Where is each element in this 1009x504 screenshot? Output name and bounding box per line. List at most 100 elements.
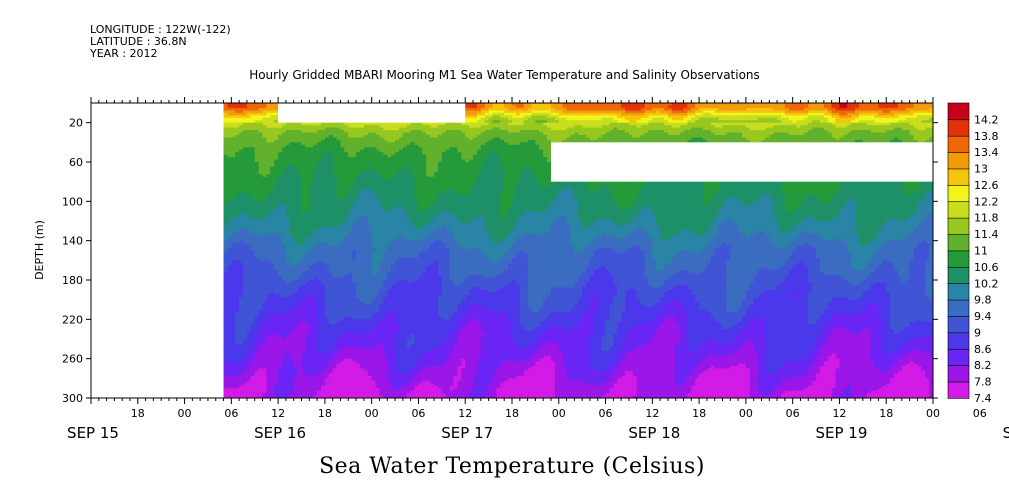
heatmap-cell [285, 294, 291, 298]
heatmap-cell [301, 265, 306, 269]
heatmap-cell [270, 311, 275, 316]
heatmap-cell [270, 277, 275, 281]
heatmap-cell [239, 353, 244, 357]
heatmap-cell [293, 218, 299, 222]
heatmap-cell [282, 257, 287, 261]
heatmap-cell [262, 206, 268, 210]
heatmap-cell [328, 201, 334, 205]
heatmap-cell [317, 149, 322, 153]
heatmap-cell [305, 130, 310, 134]
heatmap-cell [262, 370, 268, 375]
heatmap-cell [313, 351, 318, 355]
heatmap-cell [301, 368, 306, 372]
heatmap-cell [250, 216, 256, 220]
heatmap-cell [266, 166, 271, 170]
heatmap-cell [223, 299, 229, 303]
heatmap-cell [305, 125, 310, 129]
heatmap-cell [285, 127, 291, 131]
heatmap-cell [243, 154, 248, 158]
heatmap-cell [243, 142, 248, 146]
heatmap-cell [293, 272, 299, 276]
heatmap-cell [320, 361, 326, 365]
heatmap-cell [309, 383, 314, 387]
heatmap-cell [231, 115, 236, 119]
heatmap-cell [254, 304, 260, 308]
heatmap-cell [320, 139, 326, 143]
heatmap-cell [235, 353, 240, 357]
heatmap-cell [289, 314, 295, 318]
heatmap-cell [297, 284, 303, 288]
heatmap-cell [246, 378, 252, 382]
heatmap-cell [324, 356, 330, 360]
heatmap-cell [324, 132, 330, 136]
heatmap-cell [313, 299, 318, 303]
heatmap-cell [301, 324, 306, 328]
heatmap-cell [243, 117, 248, 121]
heatmap-cell [231, 336, 236, 340]
heatmap-cell [282, 159, 287, 163]
heatmap-cell [262, 341, 268, 345]
heatmap-cell [227, 267, 232, 271]
heatmap-cell [223, 125, 229, 129]
heatmap-cell [309, 277, 314, 281]
heatmap-cell [278, 275, 283, 279]
heatmap-cell [243, 248, 248, 252]
heatmap-cell [332, 184, 338, 188]
heatmap-cell [274, 319, 279, 323]
heatmap-cell [317, 388, 322, 392]
heatmap-cell [235, 112, 240, 116]
heatmap-cell [250, 299, 256, 303]
heatmap-cell [274, 326, 279, 330]
heatmap-cell [223, 292, 229, 296]
heatmap-cell [250, 385, 256, 389]
heatmap-cell [223, 147, 229, 151]
heatmap-cell [324, 393, 330, 397]
heatmap-cell [266, 358, 271, 362]
heatmap-cell [309, 189, 314, 193]
heatmap-cell [246, 144, 252, 148]
heatmap-cell [328, 196, 334, 200]
heatmap-cell [258, 395, 264, 398]
heatmap-cell [270, 225, 275, 229]
heatmap-cell [235, 393, 240, 397]
heatmap-cell [270, 110, 275, 114]
heatmap-cell [246, 270, 252, 274]
heatmap-cell [293, 366, 299, 370]
heatmap-cell [262, 112, 268, 116]
heatmap-cell [270, 380, 275, 384]
heatmap-cell [282, 368, 287, 372]
heatmap-cell [282, 252, 287, 257]
heatmap-cell [246, 115, 252, 119]
heatmap-cell [274, 166, 279, 170]
heatmap-cell [282, 270, 287, 274]
heatmap-cell [254, 107, 260, 111]
heatmap-cell [246, 299, 252, 303]
heatmap-cell [258, 225, 264, 229]
heatmap-cell [317, 216, 322, 220]
heatmap-cell [328, 191, 334, 195]
heatmap-cell [285, 159, 291, 163]
heatmap-cell [239, 230, 244, 234]
heatmap-cell [278, 213, 283, 217]
heatmap-cell [309, 252, 314, 257]
heatmap-cell [297, 235, 303, 239]
heatmap-cell [297, 157, 303, 161]
heatmap-cell [223, 103, 229, 107]
heatmap-cell [262, 343, 268, 347]
heatmap-cell [309, 250, 314, 254]
heatmap-cell [305, 255, 310, 259]
heatmap-cell [243, 225, 248, 229]
heatmap-cell [305, 302, 310, 306]
heatmap-cell [262, 186, 268, 190]
heatmap-cell [262, 171, 268, 175]
heatmap-cell [301, 356, 306, 360]
heatmap-cell [262, 208, 268, 212]
heatmap-cell [297, 329, 303, 333]
heatmap-cell [243, 162, 248, 166]
heatmap-cell [262, 139, 268, 143]
heatmap-cell [266, 216, 271, 220]
heatmap-cell [332, 238, 338, 242]
heatmap-cell [305, 142, 310, 146]
heatmap-cell [270, 122, 275, 126]
heatmap-cell [254, 282, 260, 286]
